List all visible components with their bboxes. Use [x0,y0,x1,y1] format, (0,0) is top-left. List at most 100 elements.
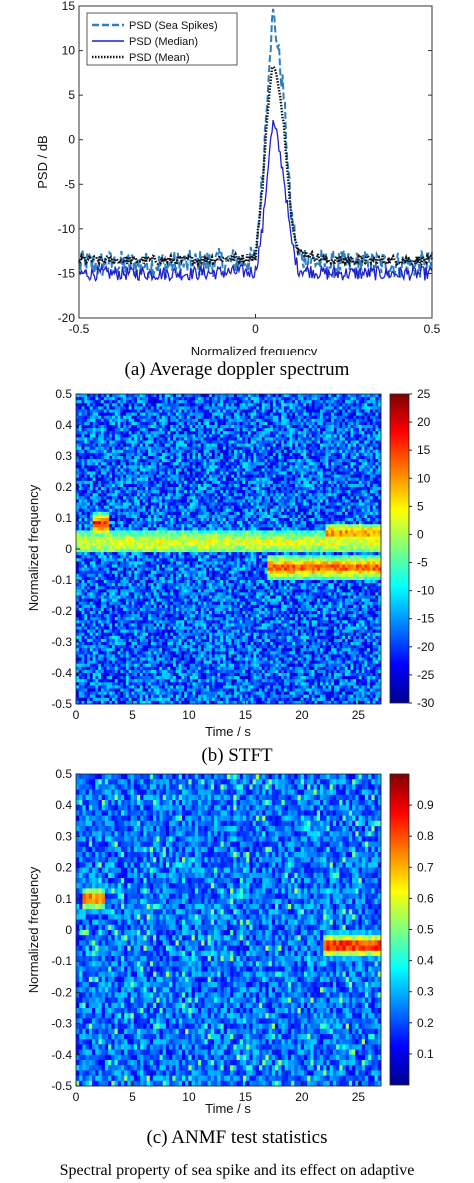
heatmap-cell [306,521,310,525]
heatmap-cell [344,518,349,522]
heatmap-cell [112,477,116,482]
heatmap-cell [347,514,351,519]
heatmap-cell [95,431,99,435]
heatmap-cell [367,480,371,485]
heatmap-cell [328,462,332,466]
heatmap-cell [328,406,332,410]
heatmap-cell [92,449,96,454]
heatmap-cell [203,394,207,398]
heatmap-cell [239,474,243,479]
heatmap-cell [76,412,80,417]
heatmap-cell [286,490,290,494]
heatmap-cell [81,431,85,435]
heatmap-cell [98,428,102,432]
heatmap-cell [372,418,376,423]
heatmap-cell [198,440,202,444]
heatmap-cell [353,468,357,472]
heatmap-cell [281,459,285,463]
heatmap-cell [148,527,152,531]
heatmap-cell [89,530,94,534]
heatmap-cell [342,418,346,423]
heatmap-cell [112,518,116,522]
heatmap-cell [242,459,246,463]
heatmap-cell [134,480,138,485]
heatmap-cell [89,490,94,494]
heatmap-cell [189,477,193,482]
heatmap-cell [308,514,313,519]
heatmap-cell [186,468,191,472]
heatmap-cell [200,397,204,401]
heatmap-cell [272,511,277,516]
heatmap-cell [267,415,271,420]
heatmap-cell [364,418,368,423]
heatmap-cell [214,431,218,435]
heatmap-cell [342,511,346,516]
heatmap-cell [225,425,229,429]
psd-ytick-label: -15 [58,266,76,280]
heatmap-cell [347,456,351,460]
heatmap-cell [372,521,376,525]
heatmap-cell [114,425,118,429]
heatmap-cell [306,397,310,401]
heatmap-cell [225,511,229,516]
heatmap-cell [87,496,91,500]
heatmap-cell [125,502,130,506]
heatmap-cell [192,428,196,432]
heatmap-cell [270,508,274,513]
heatmap-cell [247,496,252,500]
heatmap-cell [84,449,88,454]
heatmap-cell [222,452,227,457]
heatmap-cell [311,397,315,401]
heatmap-cell [109,415,113,420]
heatmap-cell [81,527,85,531]
heatmap-cell [153,480,157,485]
psd-legend-label: PSD (Median) [129,36,198,48]
heatmap-cell [342,421,346,426]
heatmap-cell [103,490,107,494]
heatmap-cell [139,496,143,500]
heatmap-cell [353,487,357,491]
heatmap-cell [164,428,168,432]
heatmap-cell [225,421,229,426]
heatmap-cell [128,487,132,491]
heatmap-cell [378,425,382,429]
heatmap-cell [311,502,315,506]
heatmap-cell [214,434,218,438]
heatmap-cell [247,487,252,491]
heatmap-cell [264,508,268,513]
heatmap-cell [137,428,141,432]
heatmap-cell [350,428,354,432]
heatmap-cell [178,487,182,491]
heatmap-cell [350,459,354,463]
heatmap-cell [231,477,235,482]
heatmap-cell [253,409,257,413]
heatmap-cell [139,397,143,401]
heatmap-cell [161,421,166,426]
heatmap-cell [328,437,332,441]
heatmap-cell [139,443,143,448]
heatmap-cell [153,508,157,513]
heatmap-cell [84,418,88,423]
heatmap-cell [103,511,107,516]
heatmap-cell [336,456,340,460]
heatmap-cell [353,521,357,525]
heatmap-cell [167,418,171,423]
heatmap-cell [245,477,249,482]
heatmap-cell [292,471,296,475]
heatmap-cell [173,465,177,469]
heatmap-cell [225,459,229,463]
psd-legend: PSD (Sea Spikes)PSD (Median)PSD (Mean) [86,12,238,66]
heatmap-cell [134,502,138,506]
heatmap-cell [148,490,152,494]
heatmap-cell [139,446,143,451]
heatmap-cell [159,443,163,448]
heatmap-cell [311,499,315,503]
heatmap-cell [369,477,374,482]
heatmap-cell [175,524,179,528]
heatmap-cell [217,434,221,438]
heatmap-cell [123,511,127,516]
heatmap-cell [112,449,116,454]
heatmap-cell [250,468,254,472]
heatmap-cell [256,415,260,420]
heatmap-cell [195,437,199,441]
